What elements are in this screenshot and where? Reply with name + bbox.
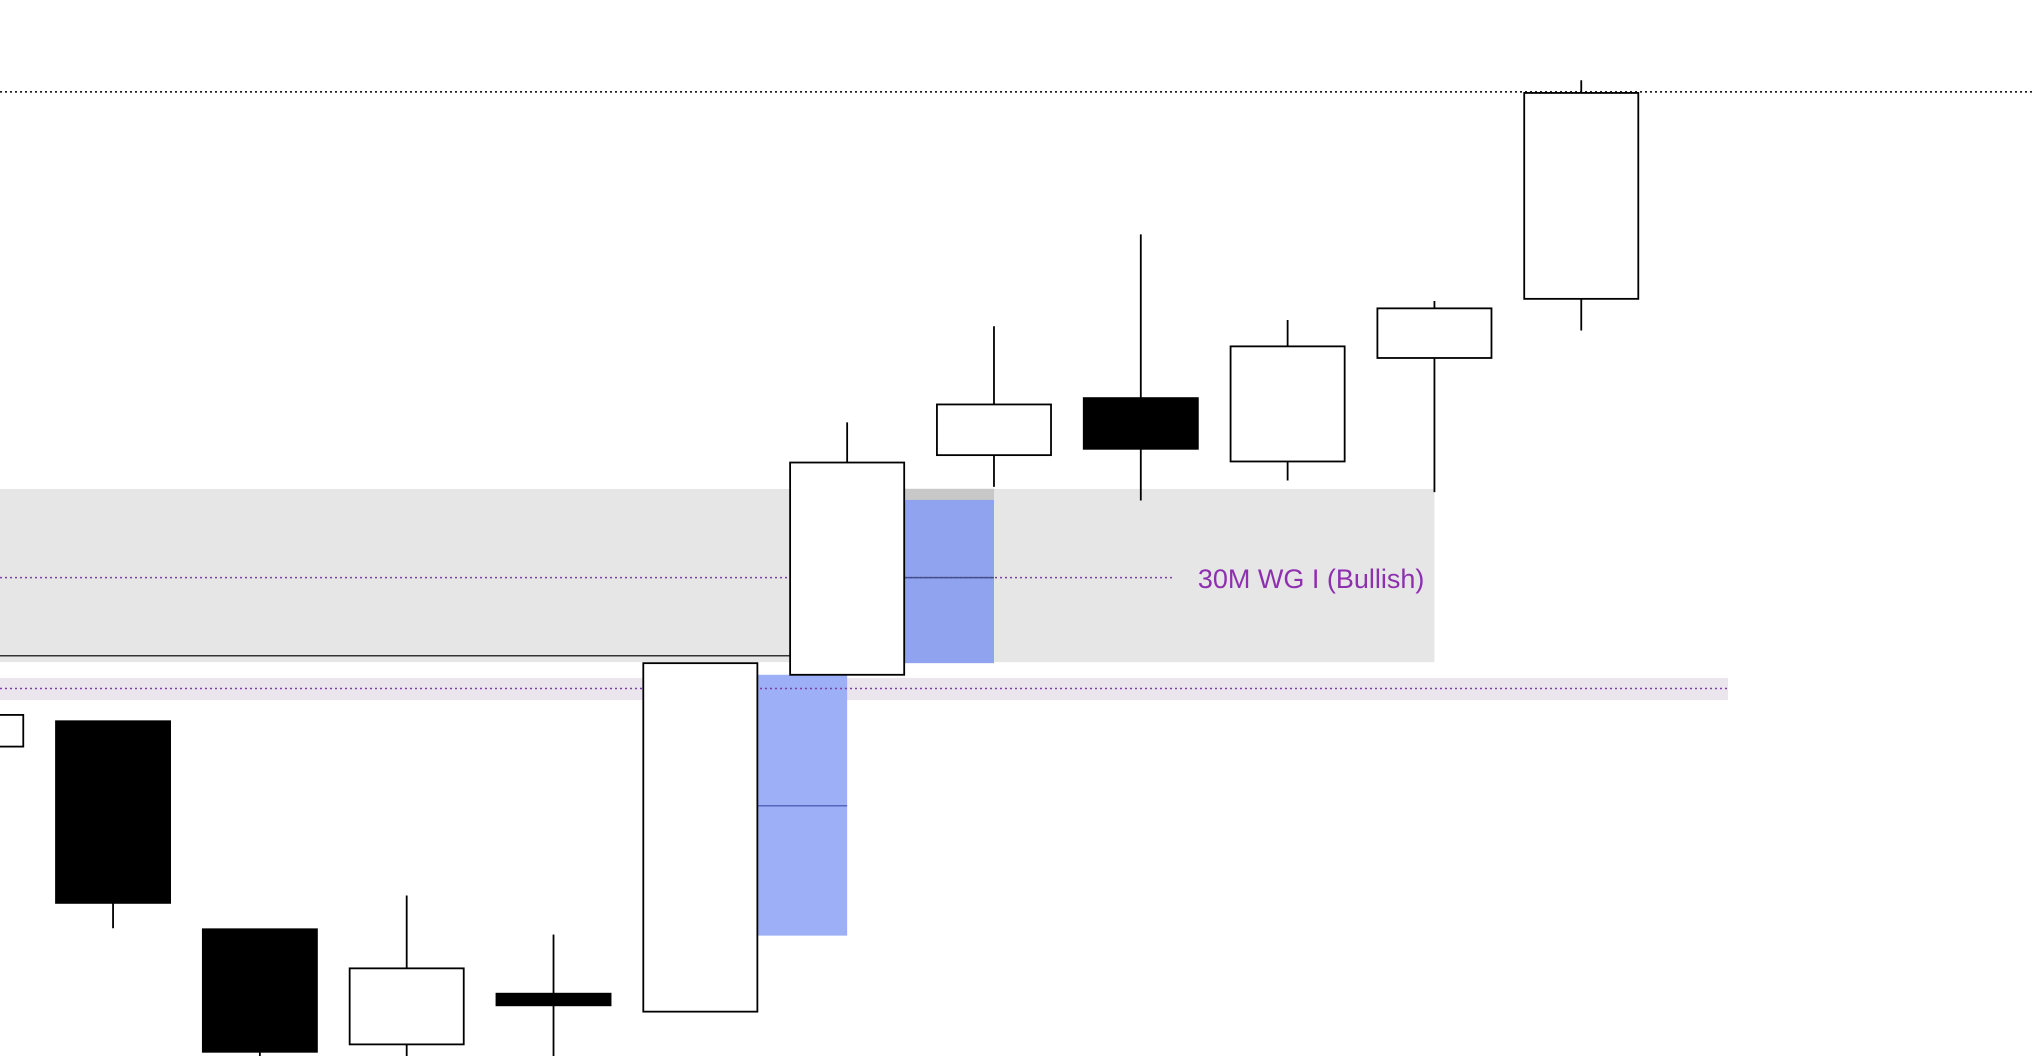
zone (902, 488, 994, 664)
candle-body (642, 662, 759, 1013)
candle-body (1229, 345, 1346, 463)
candle-body (936, 403, 1052, 457)
candle-body (1523, 92, 1640, 300)
candle-body (55, 720, 171, 904)
candle-body (0, 714, 25, 748)
zone (0, 677, 1729, 701)
zone (0, 488, 1435, 663)
candle-body (495, 992, 612, 1007)
candle-body (1082, 397, 1199, 450)
candle-body (348, 967, 465, 1046)
zone-label: 30M WG I (Bullish) (1198, 564, 1425, 594)
zone-cap (902, 488, 994, 500)
candle-body (789, 461, 906, 676)
candle-body (201, 928, 318, 1053)
candle-body (1376, 307, 1493, 359)
